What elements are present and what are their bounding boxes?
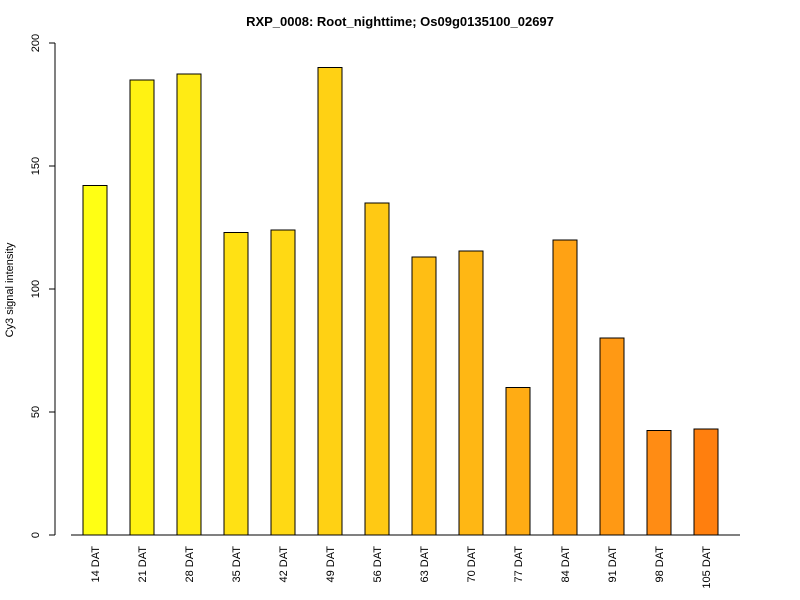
bar	[552, 239, 578, 536]
y-tick-label: 0	[30, 532, 42, 538]
y-tick-label: 200	[30, 34, 42, 52]
y-tick-label: 150	[30, 157, 42, 175]
x-axis: 14 DAT 21 DAT 28 DAT 35 DAT 42 DAT 49 DAT 56 D…	[71, 534, 740, 589]
x-tick-label: 98 DAT	[654, 546, 666, 583]
y-axis: 0 50 100 150 200	[30, 34, 56, 538]
x-tick-label: 35 DAT	[231, 546, 243, 583]
bar	[129, 79, 155, 536]
x-tick-label: 63 DAT	[419, 546, 431, 583]
x-tick-label: 77 DAT	[513, 546, 525, 583]
bar	[458, 250, 484, 536]
bar	[646, 429, 672, 536]
chart-title: RXP_0008: Root_nighttime; Os09g0135100_0…	[246, 14, 554, 29]
x-tick-label: 21 DAT	[137, 546, 149, 583]
y-tick-label: 100	[30, 280, 42, 298]
bars	[82, 67, 719, 536]
x-tick-label: 70 DAT	[466, 546, 478, 583]
bar	[176, 73, 202, 536]
bar	[693, 428, 719, 536]
y-axis-label: Cy3 signal intensity	[4, 242, 16, 337]
bar	[82, 185, 108, 536]
x-tick-label: 42 DAT	[278, 546, 290, 583]
bar	[411, 256, 437, 536]
bar	[223, 231, 249, 536]
bar	[364, 202, 390, 536]
x-tick-label: 56 DAT	[372, 546, 384, 583]
bar	[505, 386, 531, 536]
x-tick-label: 28 DAT	[184, 546, 196, 583]
x-tick-label: 14 DAT	[90, 546, 102, 583]
x-tick-label: 84 DAT	[560, 546, 572, 583]
x-tick-label: 105 DAT	[701, 546, 713, 589]
bar	[599, 337, 625, 536]
x-tick-label: 49 DAT	[325, 546, 337, 583]
y-tick-label: 50	[30, 406, 42, 418]
bar	[317, 67, 343, 536]
x-tick-label: 91 DAT	[607, 546, 619, 583]
bar	[270, 229, 296, 536]
